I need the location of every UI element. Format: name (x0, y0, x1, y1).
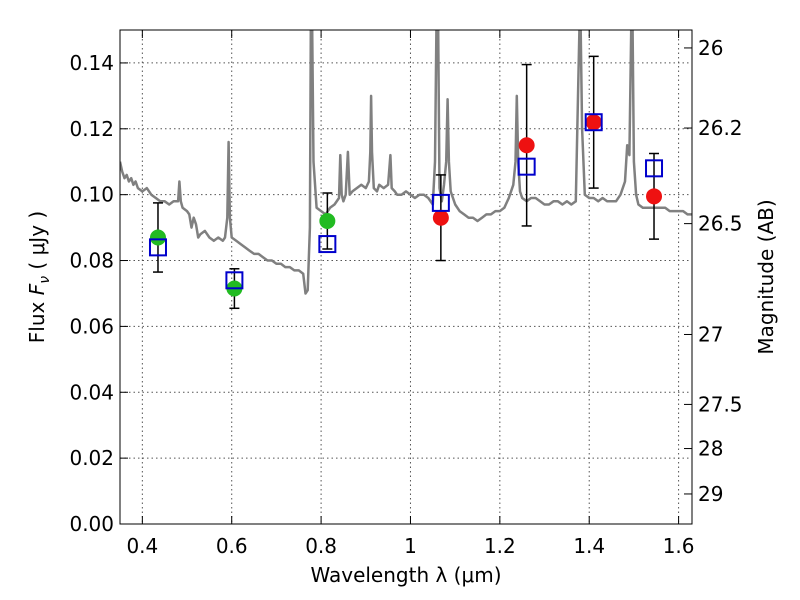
x-tick-label: 0.6 (216, 534, 248, 558)
y-axis-label: Flux Fν ( μJy ) (25, 211, 53, 343)
model-square (318, 235, 337, 254)
y-tick-label: 0.14 (69, 51, 114, 75)
spectrum-line (120, 30, 692, 295)
y-tick-label: 0.08 (69, 249, 114, 273)
ticks-layer: 0.4 0.6 0.8 1 1.2 1.4 1.6 0.00 0.02 0.04 0.06 0.08 0… (69, 30, 743, 558)
observed-point (319, 213, 336, 230)
y2-tick-label: 28 (698, 437, 723, 461)
x-tick-label: 1 (404, 534, 417, 558)
x-tick-label: 1.4 (573, 534, 605, 558)
y-tick-label: 0.02 (69, 446, 114, 470)
y-tick-label: 0.10 (69, 183, 114, 207)
plot-frame (119, 29, 693, 525)
observed-point (518, 137, 535, 154)
model-layer (148, 113, 664, 290)
grid (120, 30, 692, 524)
model-square (645, 159, 664, 178)
model-square (517, 157, 536, 176)
y2-tick-label: 26.2 (698, 116, 743, 140)
y-tick-label: 0.04 (69, 380, 114, 404)
model-square (584, 113, 603, 132)
x-tick-label: 1.6 (663, 534, 695, 558)
x-tick-label: 0.4 (126, 534, 158, 558)
model-square (431, 193, 450, 212)
y-tick-label: 0.06 (69, 314, 114, 338)
y2-tick-label: 26 (698, 36, 723, 60)
y-tick-label: 0.12 (69, 117, 114, 141)
x-tick-label: 1.2 (484, 534, 516, 558)
y-tick-label: 0.00 (69, 512, 114, 536)
x-tick-label: 0.8 (305, 534, 337, 558)
x-axis-label: Wavelength λ (μm) (310, 563, 501, 587)
spectrum-layer (120, 30, 692, 295)
model-square (148, 238, 167, 257)
observed-point (585, 114, 602, 131)
y2-tick-label: 29 (698, 482, 723, 506)
observed-point (149, 229, 166, 246)
y2-tick-label: 27.5 (698, 392, 743, 416)
y2-axis-label: Magnitude (AB) (754, 199, 778, 354)
observed-point (432, 209, 449, 226)
model-square (225, 271, 244, 290)
y2-tick-label: 26.5 (698, 212, 743, 236)
y2-tick-label: 27 (698, 322, 723, 346)
observed-point (646, 188, 663, 205)
